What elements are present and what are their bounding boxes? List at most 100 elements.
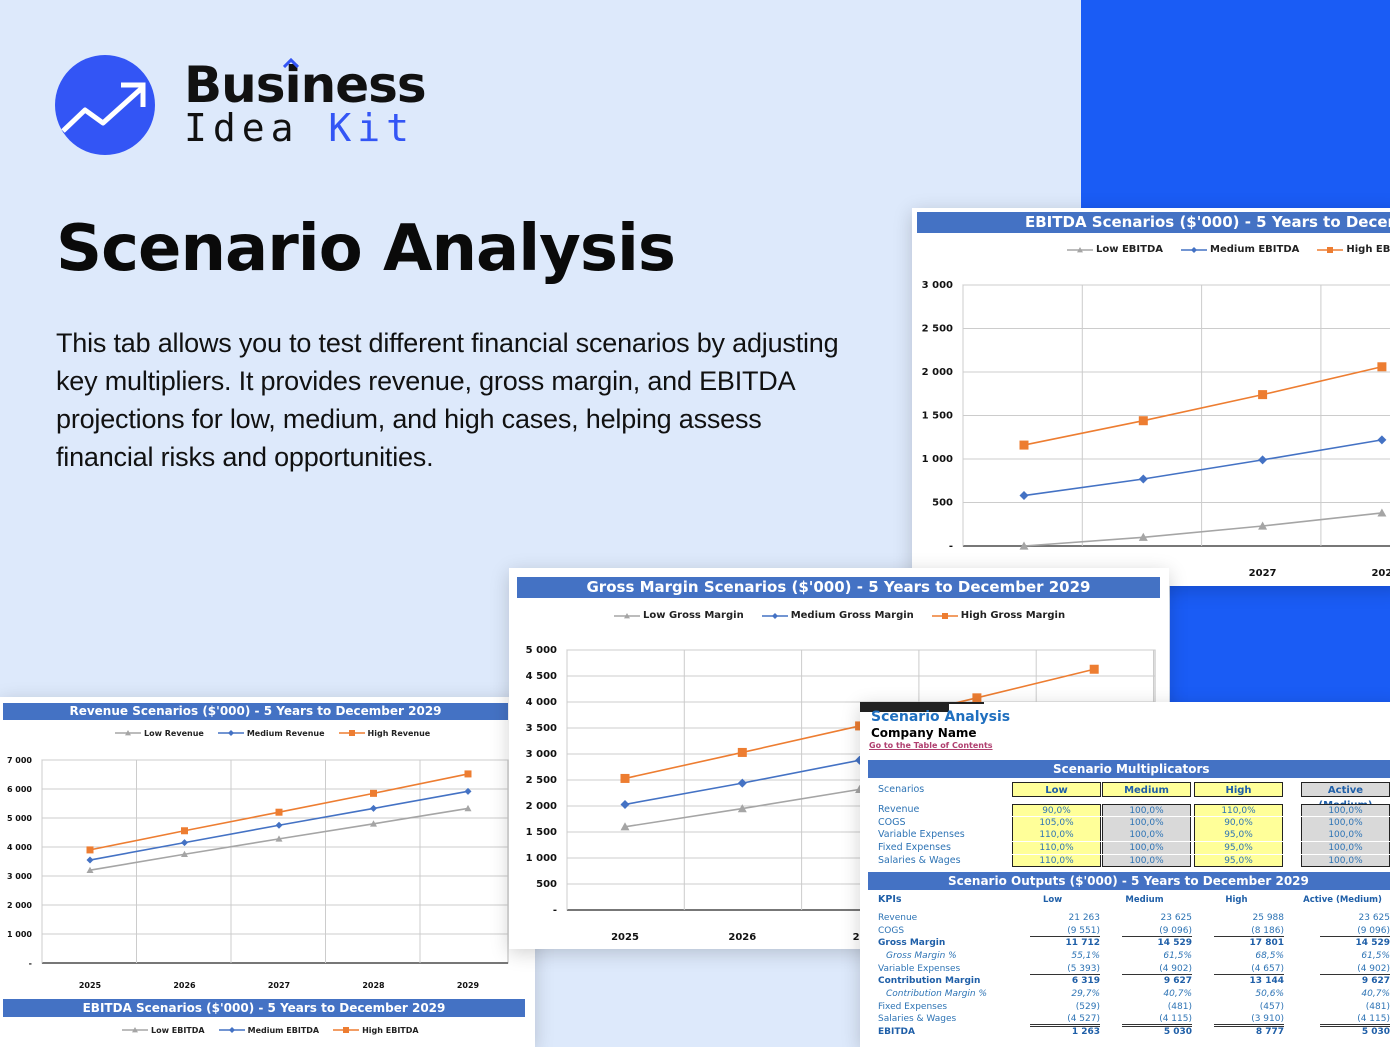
data-point <box>737 747 747 757</box>
toc-link[interactable]: Go to the Table of Contents <box>869 741 993 750</box>
sheet-title: Scenario Analysis <box>871 709 1011 725</box>
chart-legend: Low Gross Margin Medium Gross Margin High … <box>614 610 1065 621</box>
legend-marker <box>1327 246 1334 253</box>
decorative-blue-block-mid <box>1170 585 1390 703</box>
multiplier-input[interactable]: 100,0% <box>1102 829 1191 842</box>
multiplier-input[interactable]: 100,0% <box>1301 854 1390 867</box>
column-header: High <box>1194 782 1283 797</box>
y-tick-label: 1 500 <box>526 827 557 838</box>
series-line-0 <box>1023 512 1382 547</box>
multiplier-label: Variable Expenses <box>878 829 965 841</box>
brand-name: Business <box>184 56 427 114</box>
y-tick-label: 4 500 <box>526 671 557 682</box>
kpi-value: (4 902) <box>1320 964 1390 975</box>
multiplier-input[interactable]: 110,0% <box>1012 854 1101 867</box>
legend-marker <box>941 612 948 619</box>
divider <box>860 704 949 706</box>
kpi-value: (4 115) <box>1320 1014 1390 1028</box>
data-point <box>275 821 283 829</box>
x-tick-label: 2025 <box>79 981 102 990</box>
y-tick-label: - <box>553 905 557 916</box>
kpi-value: 23 625 <box>1160 913 1193 923</box>
multiplier-input[interactable]: 100,0% <box>1102 804 1191 816</box>
multiplier-input[interactable]: 100,0% <box>1301 816 1390 829</box>
multiplier-input[interactable]: 100,0% <box>1102 842 1191 855</box>
data-point <box>620 822 630 831</box>
kpi-value: 14 529 <box>1157 938 1192 949</box>
column-header: Medium <box>1102 782 1191 797</box>
x-tick-label: 2029 <box>457 981 480 990</box>
legend-item: Medium Revenue <box>217 728 325 738</box>
legend-marker-icon <box>1067 246 1093 252</box>
data-point <box>275 808 283 816</box>
data-point <box>370 820 377 827</box>
legend-item: Medium EBITDA <box>218 1025 319 1035</box>
data-point <box>370 789 377 797</box>
data-point <box>737 778 747 788</box>
kpi-value: 29,7% <box>1071 988 1100 999</box>
legend-label: Medium Revenue <box>246 728 325 738</box>
multiplier-label: COGS <box>878 816 906 828</box>
divider <box>860 710 949 712</box>
multiplier-input[interactable]: 95,0% <box>1194 854 1283 867</box>
kpi-value: (457) <box>1259 1001 1284 1012</box>
multiplier-input[interactable]: 95,0% <box>1194 829 1283 842</box>
multiplier-input[interactable]: 110,0% <box>1194 804 1283 816</box>
page-title: Scenario Analysis <box>56 212 676 286</box>
kpi-value: (4 657) <box>1214 964 1284 975</box>
kpi-value: 5 030 <box>1361 1026 1390 1037</box>
y-tick-label: - <box>29 959 32 968</box>
kpi-value: (5 393) <box>1030 964 1100 975</box>
kpi-value: (9 096) <box>1122 926 1192 937</box>
kpi-label: Salaries & Wages <box>878 1014 957 1025</box>
company-name: Company Name <box>871 726 977 740</box>
multiplier-input[interactable]: 90,0% <box>1012 804 1101 816</box>
x-tick-label: 2028 <box>362 981 385 990</box>
legend-item: Low Gross Margin <box>614 610 744 621</box>
legend-marker-icon <box>931 612 958 619</box>
data-point <box>620 799 630 809</box>
kpi-label: Revenue <box>878 913 918 923</box>
legend-label: Medium EBITDA <box>1210 244 1300 255</box>
legend-marker <box>343 1027 350 1033</box>
kpi-value: (9 551) <box>1030 926 1100 937</box>
legend-marker-icon <box>122 1027 148 1033</box>
data-point <box>1377 435 1387 445</box>
data-point <box>86 856 94 864</box>
legend-marker <box>624 612 630 618</box>
legend-marker <box>228 1027 235 1033</box>
data-point <box>972 693 982 703</box>
legend-label: High EBITDA <box>362 1025 419 1035</box>
kpi-label: COGS <box>878 925 905 936</box>
multiplier-input[interactable]: 100,0% <box>1301 804 1390 816</box>
legend-marker <box>125 730 131 736</box>
y-tick-label: 1 000 <box>7 930 32 939</box>
kpi-value: 6 319 <box>1071 976 1100 987</box>
data-point <box>86 846 94 854</box>
data-point <box>181 827 188 835</box>
data-point <box>1019 541 1029 550</box>
kpi-value: 21 263 <box>1068 913 1101 923</box>
multiplier-input[interactable]: 100,0% <box>1102 816 1191 829</box>
kpi-value: 50,6% <box>1255 988 1284 999</box>
y-tick-label: 6 000 <box>7 785 32 794</box>
data-point <box>1089 664 1099 674</box>
multiplier-input[interactable]: 95,0% <box>1194 842 1283 855</box>
ebitda-chart-panel: EBITDA Scenarios ($'000) - 5 Years to De… <box>912 208 1390 586</box>
scenarios-label: Scenarios <box>878 784 925 795</box>
multiplier-input[interactable]: 105,0% <box>1012 816 1101 829</box>
kpi-label: EBITDA <box>878 1026 915 1037</box>
legend-marker-icon <box>218 1027 245 1033</box>
data-point <box>181 839 188 847</box>
kpi-value: 9 627 <box>1361 976 1390 987</box>
multiplier-input[interactable]: 110,0% <box>1012 842 1101 855</box>
multiplier-input[interactable]: 100,0% <box>1102 854 1191 867</box>
multiplier-input[interactable]: 110,0% <box>1012 829 1101 842</box>
multiplier-input[interactable]: 90,0% <box>1194 816 1283 829</box>
data-point <box>181 850 188 858</box>
kpi-value: (481) <box>1167 1001 1192 1012</box>
output-column-header: Low <box>1042 895 1063 905</box>
multiplier-input[interactable]: 100,0% <box>1301 842 1390 855</box>
series-line-1 <box>1023 439 1383 497</box>
multiplier-input[interactable]: 100,0% <box>1301 829 1390 842</box>
